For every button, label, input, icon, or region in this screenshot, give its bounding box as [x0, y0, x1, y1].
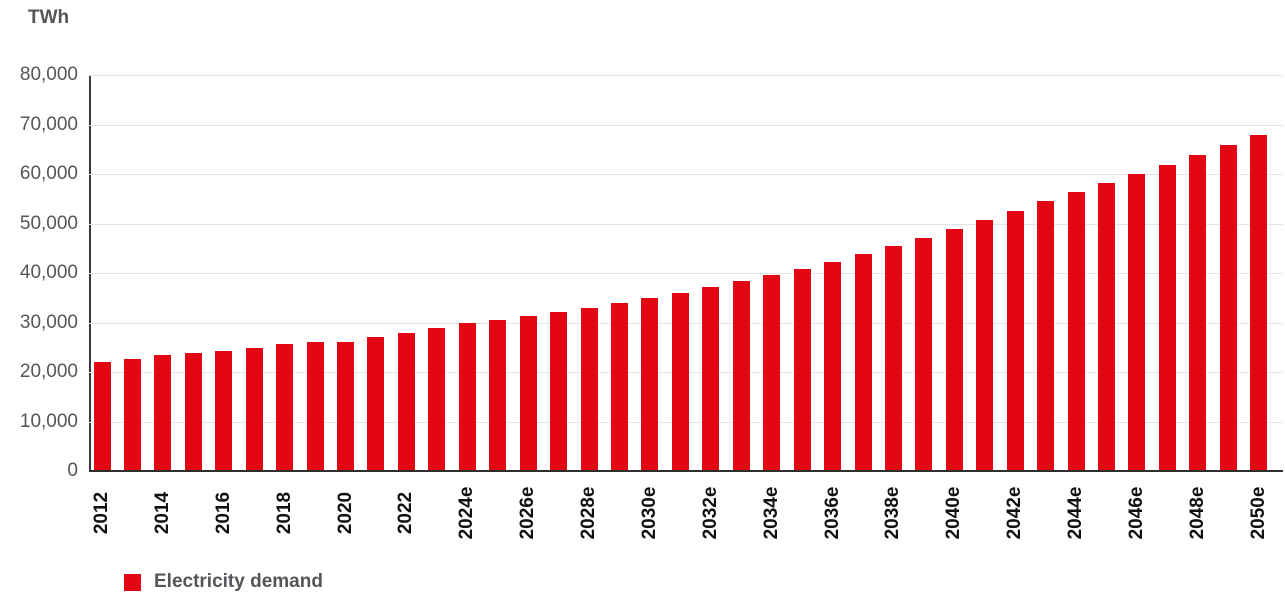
x-tick-label-2014: 2014 — [151, 491, 173, 535]
bar-2037e — [854, 254, 872, 471]
x-axis-line — [89, 470, 1283, 472]
bar-2028e — [580, 307, 598, 471]
legend: Electricity demand — [124, 572, 323, 592]
bar-2034e — [763, 275, 781, 471]
x-tick-label-2044e: 2044e — [1065, 486, 1087, 540]
x-tick-label-2042e: 2042e — [1004, 486, 1026, 540]
bar-2023 — [428, 327, 446, 471]
bar-2025e — [489, 319, 507, 471]
bar-2030e — [641, 298, 659, 471]
gridline-40000 — [89, 273, 1283, 274]
y-axis-tick-labels: 0 10,000 20,000 30,000 40,000 50,000 60,000 70,… — [0, 64, 78, 481]
bar-2022 — [397, 333, 415, 471]
y-tick-label: 50,000 — [19, 212, 78, 234]
bar-2047e — [1158, 164, 1176, 471]
bar-2049e — [1219, 145, 1237, 471]
bar-2048e — [1189, 154, 1207, 471]
y-tick-label: 60,000 — [19, 163, 78, 184]
bar-2043e — [1037, 201, 1055, 471]
bar-2020 — [337, 342, 355, 471]
x-tick-label-2038e: 2038e — [882, 486, 904, 540]
bar-2027e — [550, 312, 568, 471]
y-tick-label: 80,000 — [19, 64, 78, 85]
bar-2042e — [1006, 210, 1024, 471]
bar-2013 — [123, 358, 141, 471]
bar-2026e — [519, 316, 537, 471]
bar-2039e — [915, 237, 933, 471]
x-tick-label-2024e: 2024e — [456, 486, 478, 540]
x-tick-label-2020: 2020 — [334, 491, 356, 535]
bar-2044e — [1067, 192, 1085, 471]
y-tick-label: 10,000 — [19, 410, 78, 432]
legend-label: Electricity demand — [154, 571, 323, 592]
y-tick-label: 0 — [67, 460, 78, 481]
bar-2024e — [458, 323, 476, 471]
x-tick-label-2018: 2018 — [273, 491, 295, 535]
x-tick-label-2036e: 2036e — [821, 486, 843, 540]
bar-2029e — [610, 302, 628, 471]
bar-2017 — [245, 347, 263, 471]
gridline-50000 — [89, 223, 1283, 225]
plot-area — [89, 75, 1283, 472]
y-axis-unit-label: TWh — [28, 7, 70, 28]
bar-2019 — [306, 341, 324, 471]
x-tick-label-2034e: 2034e — [760, 486, 782, 540]
bar-2050e — [1250, 134, 1268, 471]
x-tick-label-2046e: 2046e — [1125, 486, 1147, 540]
gridline-60000 — [89, 174, 1283, 175]
x-tick-label-2012: 2012 — [91, 491, 112, 535]
y-tick-label: 40,000 — [19, 262, 78, 283]
x-axis-tick-labels: 2012 2014 2016 2018 2020 2022 2024e 2026e 2028e 2… — [0, 471, 1285, 561]
bar-2015 — [184, 353, 202, 471]
bar-2016 — [215, 350, 233, 471]
x-tick-label-2032e: 2032e — [699, 486, 721, 540]
bar-2041e — [976, 220, 994, 471]
x-tick-label-2048e: 2048e — [1186, 486, 1208, 540]
bar-2031e — [671, 292, 689, 471]
bar-2018 — [276, 344, 294, 471]
x-tick-label-2028e: 2028e — [578, 486, 600, 540]
bar-2045e — [1098, 182, 1116, 471]
bar-2036e — [824, 261, 842, 471]
gridline-80000 — [89, 75, 1283, 76]
y-tick-label: 70,000 — [19, 113, 78, 135]
bar-2046e — [1128, 173, 1146, 471]
x-tick-label-2050e: 2050e — [1247, 486, 1269, 540]
bar-2032e — [702, 287, 720, 471]
x-tick-label-2040e: 2040e — [943, 486, 965, 540]
legend-color-swatch — [124, 573, 141, 591]
x-tick-label-2022: 2022 — [395, 491, 417, 535]
x-tick-label-2016: 2016 — [212, 491, 234, 535]
bar-2033e — [732, 281, 750, 471]
x-tick-label-2030e: 2030e — [638, 486, 660, 540]
bar-2035e — [793, 269, 811, 471]
bar-2038e — [884, 246, 902, 471]
bar-2012 — [93, 361, 111, 471]
x-tick-label-2026e: 2026e — [517, 486, 539, 540]
y-tick-label: 20,000 — [19, 361, 78, 382]
y-tick-label: 30,000 — [19, 311, 78, 333]
bar-2040e — [945, 228, 963, 471]
bar-2014 — [154, 355, 172, 471]
gridline-70000 — [89, 124, 1283, 126]
bar-2021 — [367, 336, 385, 471]
